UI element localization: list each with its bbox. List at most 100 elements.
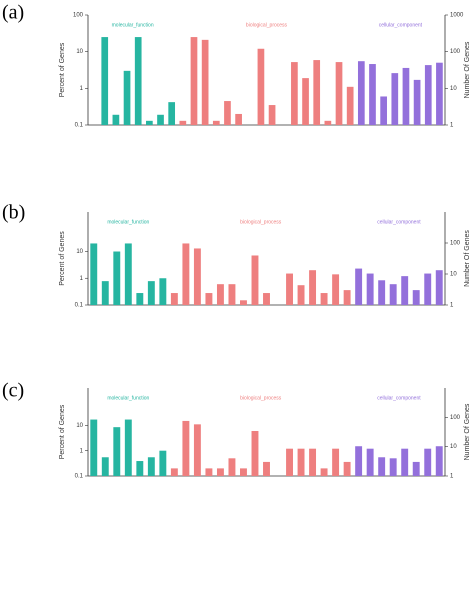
bar xyxy=(355,268,363,305)
bar xyxy=(435,270,443,305)
bar xyxy=(389,458,397,476)
y2-axis-title: Number Of Genes xyxy=(464,41,471,98)
bar xyxy=(320,468,328,476)
bar xyxy=(123,70,131,125)
bar xyxy=(90,419,98,476)
bar xyxy=(401,276,409,305)
bar xyxy=(205,468,213,476)
y2-axis-title: Number Of Genes xyxy=(464,230,471,287)
bar xyxy=(147,281,155,305)
bar xyxy=(101,281,109,305)
group-label: biological_process xyxy=(246,22,288,28)
group-label: biological_process xyxy=(240,219,282,225)
bar xyxy=(170,468,178,476)
y-tick-label: 10 xyxy=(76,49,83,55)
bar xyxy=(401,448,409,476)
group-label: molecular_function xyxy=(112,22,154,28)
bar xyxy=(297,285,305,305)
bar xyxy=(357,61,365,125)
bar xyxy=(240,300,247,305)
y-tick-label: 1 xyxy=(80,86,84,92)
bar xyxy=(112,114,120,125)
bar xyxy=(159,278,167,305)
bar xyxy=(366,273,374,305)
bar xyxy=(224,101,231,125)
bar xyxy=(297,448,305,476)
y2-tick-label: 10 xyxy=(450,86,457,92)
bar xyxy=(332,274,340,305)
y-tick-label: 10 xyxy=(76,423,83,429)
bar xyxy=(182,243,190,305)
bar xyxy=(193,248,201,305)
bar xyxy=(378,457,386,476)
bar xyxy=(136,461,144,476)
group-label: cellular_component xyxy=(377,219,421,225)
bar xyxy=(251,430,259,476)
bar xyxy=(320,293,328,305)
bar xyxy=(412,290,420,305)
bar xyxy=(216,284,224,305)
group-label: molecular_function xyxy=(107,219,149,225)
bar xyxy=(228,458,236,476)
y2-tick-label: 10 xyxy=(450,272,457,278)
bar xyxy=(263,293,270,305)
y-tick-label: 10 xyxy=(76,249,83,255)
group-label: biological_process xyxy=(240,395,282,401)
y2-tick-label: 100 xyxy=(450,49,461,55)
bar xyxy=(190,37,198,126)
bar xyxy=(343,290,351,305)
bar xyxy=(424,65,432,125)
bar xyxy=(302,78,309,125)
bar xyxy=(157,114,164,125)
bar xyxy=(240,468,247,476)
bar xyxy=(343,461,351,476)
bar xyxy=(436,62,443,125)
bar xyxy=(402,67,410,125)
bar xyxy=(263,461,270,476)
group-label: cellular_component xyxy=(377,395,421,401)
bar xyxy=(309,270,317,305)
panel-label: (b) xyxy=(2,202,25,224)
bar xyxy=(291,62,298,125)
bar xyxy=(369,64,376,125)
bar xyxy=(324,120,332,125)
y2-axis-title: Number Of Genes xyxy=(464,403,471,460)
y-tick-label: 100 xyxy=(73,13,84,19)
y-tick-label: 1 xyxy=(80,276,84,282)
bar xyxy=(378,280,386,305)
bar xyxy=(228,284,236,305)
y-axis-title: Percent of Genes xyxy=(59,404,66,459)
bar xyxy=(113,251,121,305)
y2-tick-label: 10 xyxy=(450,444,457,450)
y2-tick-label: 100 xyxy=(450,415,461,421)
bar xyxy=(346,86,354,125)
y2-tick-label: 1 xyxy=(450,474,454,480)
y2-tick-label: 1000 xyxy=(450,13,464,19)
bar xyxy=(366,448,374,476)
bar xyxy=(113,427,121,476)
bar xyxy=(124,243,132,305)
bar xyxy=(309,448,317,476)
bar xyxy=(355,446,363,476)
bar xyxy=(391,73,399,125)
y-tick-label: 0.1 xyxy=(75,123,84,129)
bar xyxy=(90,243,98,305)
y-tick-label: 1 xyxy=(80,448,84,454)
bar xyxy=(389,284,397,305)
bar xyxy=(257,48,265,126)
bar xyxy=(212,120,220,125)
bar xyxy=(413,79,421,125)
bar xyxy=(424,448,432,476)
bar xyxy=(170,293,178,305)
bar xyxy=(251,255,259,305)
bar xyxy=(136,293,144,305)
bar xyxy=(335,62,343,125)
y2-tick-label: 1 xyxy=(450,123,454,129)
bar xyxy=(268,105,276,125)
bar xyxy=(205,293,213,305)
bar xyxy=(124,419,132,476)
bar xyxy=(159,450,167,476)
y2-tick-label: 1 xyxy=(450,303,454,309)
bar xyxy=(380,96,387,125)
